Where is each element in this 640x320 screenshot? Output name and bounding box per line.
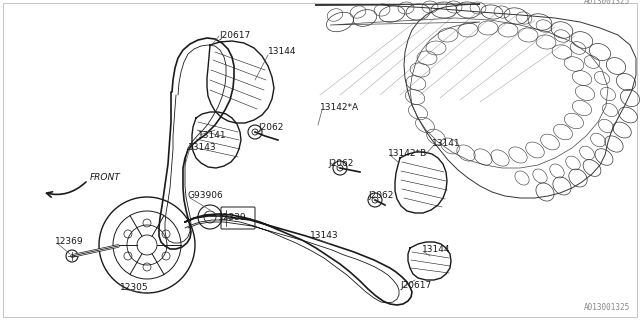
Text: A013001325: A013001325 <box>584 303 630 312</box>
Text: 12369: 12369 <box>55 236 84 245</box>
Text: J20617: J20617 <box>219 31 250 41</box>
Text: J2062: J2062 <box>368 190 394 199</box>
Text: 12339: 12339 <box>218 213 246 222</box>
Text: 13143: 13143 <box>310 230 339 239</box>
Text: 13142*A: 13142*A <box>320 103 359 113</box>
Text: A013001325: A013001325 <box>584 0 630 6</box>
Text: J2062: J2062 <box>328 158 353 167</box>
Text: J20617: J20617 <box>400 282 431 291</box>
Text: 13141: 13141 <box>432 139 461 148</box>
Text: 13142*B: 13142*B <box>388 148 427 157</box>
Text: J2062: J2062 <box>258 123 284 132</box>
Text: 13141: 13141 <box>198 131 227 140</box>
Text: 13144: 13144 <box>268 46 296 55</box>
Text: FRONT: FRONT <box>90 173 121 182</box>
Text: 13143: 13143 <box>188 143 216 153</box>
Text: 12305: 12305 <box>120 283 148 292</box>
Text: G93906: G93906 <box>188 191 224 201</box>
Text: 13144: 13144 <box>422 245 451 254</box>
